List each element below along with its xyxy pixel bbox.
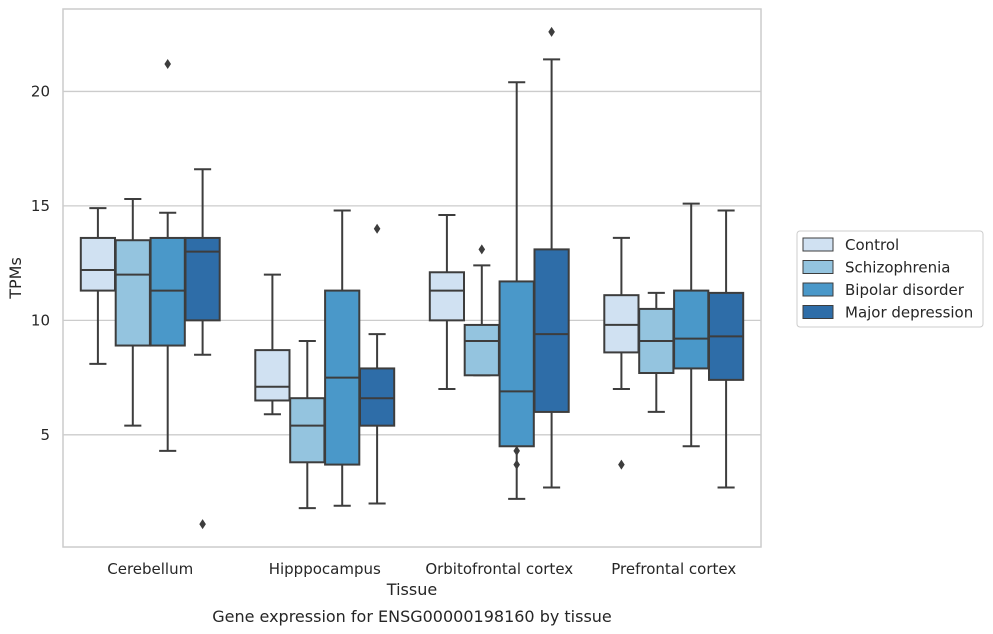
outlier-point: [199, 519, 206, 530]
legend-frame: [796, 230, 984, 328]
box-group: [673, 202, 710, 448]
legend-swatch: [802, 305, 834, 319]
box-group: [358, 223, 396, 505]
outlier-point: [373, 223, 381, 234]
box-group: [254, 273, 291, 416]
legend: Control Schizophrenia Bipolar disorder Majo…: [796, 230, 984, 328]
box-group: [463, 244, 500, 377]
box: [603, 294, 640, 354]
legend-label: Major depression: [845, 304, 973, 322]
box: [79, 236, 117, 292]
box: [428, 271, 466, 322]
legend-label: Control: [845, 236, 899, 254]
box-group: [184, 168, 221, 530]
legend-swatch: [802, 260, 834, 274]
legend-label: Schizophrenia: [845, 259, 950, 277]
series-group: [184, 26, 745, 530]
box-group: [533, 26, 570, 489]
outlier-point: [478, 244, 486, 255]
x-tick-labels: Cerebellum Hipppocampus Orbitofrontal cort…: [107, 560, 736, 578]
series-group: [114, 198, 675, 510]
box: [289, 397, 326, 464]
box-group: [114, 198, 151, 427]
box-group: [638, 291, 675, 413]
x-tick-label: Orbitofrontal cortex: [425, 560, 573, 578]
box-group: [707, 209, 745, 489]
box: [184, 236, 221, 322]
box-group: [324, 209, 361, 507]
box-group: [79, 207, 117, 365]
y-tick-label: 20: [31, 82, 50, 100]
series-group: [79, 207, 640, 470]
plot-frame: [62, 8, 762, 548]
legend-swatch: [802, 282, 834, 297]
outlier-point: [513, 459, 520, 470]
box: [498, 280, 535, 448]
series-group: [149, 58, 710, 507]
y-axis-title: TPMs: [6, 257, 25, 300]
y-tick-label: 15: [31, 197, 50, 215]
y-tick-label: 10: [31, 311, 50, 329]
x-tick-label: Prefrontal cortex: [611, 560, 736, 578]
x-axis-title: Tissue: [386, 580, 437, 599]
legend-label: Bipolar disorder: [845, 281, 965, 299]
box: [254, 349, 291, 402]
box: [358, 367, 396, 427]
chart-caption: Gene expression for ENSG00000198160 by t…: [212, 607, 612, 626]
box: [149, 236, 186, 347]
box: [533, 248, 570, 413]
y-tick-labels: 5 10 15 20: [31, 82, 50, 443]
x-tick-label: Hipppocampus: [269, 560, 381, 578]
outlier-point: [618, 459, 625, 470]
box-group: [149, 58, 186, 452]
legend-swatch: [802, 237, 834, 252]
box-series: [79, 26, 745, 530]
box: [114, 239, 151, 347]
box-group: [428, 214, 466, 391]
box-group: [289, 339, 326, 510]
outlier-point: [513, 445, 520, 456]
outlier-point: [164, 58, 171, 69]
box: [463, 323, 500, 377]
y-tick-label: 5: [40, 426, 50, 444]
outlier-point: [548, 26, 555, 37]
box-group: [498, 81, 535, 500]
box: [673, 289, 710, 370]
x-tick-label: Cerebellum: [107, 560, 193, 578]
